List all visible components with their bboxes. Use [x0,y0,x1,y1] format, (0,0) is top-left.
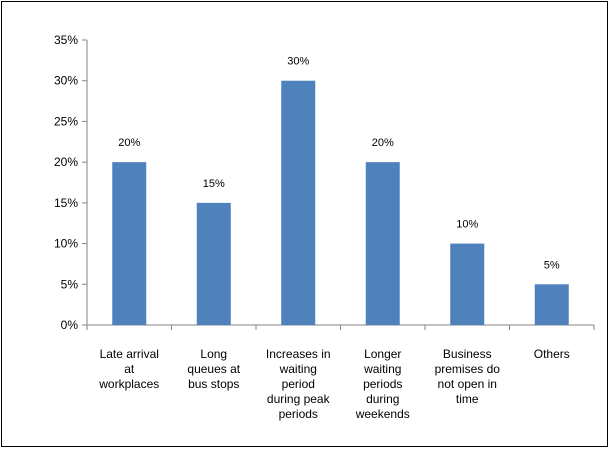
x-category-label-line: Longer [364,347,401,361]
x-category-label-line: waiting [279,362,317,376]
y-tick-label: 10% [54,237,78,251]
x-category-label-line: queues at [187,362,240,376]
x-category-label-line: Business [443,347,492,361]
x-category-label-line: periods [279,407,318,421]
x-category-label: Others [534,347,570,361]
data-label: 20% [118,137,140,149]
y-tick-label: 15% [54,196,78,210]
bar [365,162,400,325]
y-tick-label: 20% [54,155,78,169]
y-tick-label: 5% [61,277,79,291]
data-label: 15% [203,178,225,190]
x-category-label-line: workplaces [98,377,159,391]
y-tick-label: 35% [54,33,78,47]
x-category-label-line: at [124,362,135,376]
x-category-label: Business premises do not open in time [435,347,501,406]
x-category-label-line: Increases in [266,347,331,361]
bar [196,202,231,325]
x-category-label: Longer waiting periods during weekends [355,347,410,421]
y-tick-label: 25% [54,114,78,128]
x-category-label-line: Long [200,347,227,361]
x-category-label-line: premises do [435,362,501,376]
data-label: 30% [287,56,309,68]
x-category-label-line: Late arrival [100,347,159,361]
x-category-label-line: during peak [267,392,331,406]
bar [534,284,569,325]
data-label: 20% [372,137,394,149]
y-tick-label: 0% [61,318,79,332]
bar [281,80,316,325]
x-category-label-line: time [456,392,479,406]
x-category-label-line: Others [534,347,570,361]
data-label: 5% [544,259,560,271]
x-category-label: Long queues at bus stops [187,347,240,391]
x-category-label: Late arrival at workplaces [98,347,159,391]
x-category-label-line: waiting [363,362,401,376]
bar [112,162,147,325]
x-category-label-line: periods [363,377,402,391]
x-category-label-line: period [282,377,315,391]
x-category-label: Increases in waiting period during peak peri… [266,347,331,421]
x-category-label-line: during [366,392,399,406]
x-category-label-line: bus stops [188,377,239,391]
bar [450,243,485,325]
x-category-label-line: weekends [355,407,410,421]
y-tick-label: 30% [54,74,78,88]
x-category-label-line: not open in [438,377,497,391]
data-label: 10% [456,219,478,231]
